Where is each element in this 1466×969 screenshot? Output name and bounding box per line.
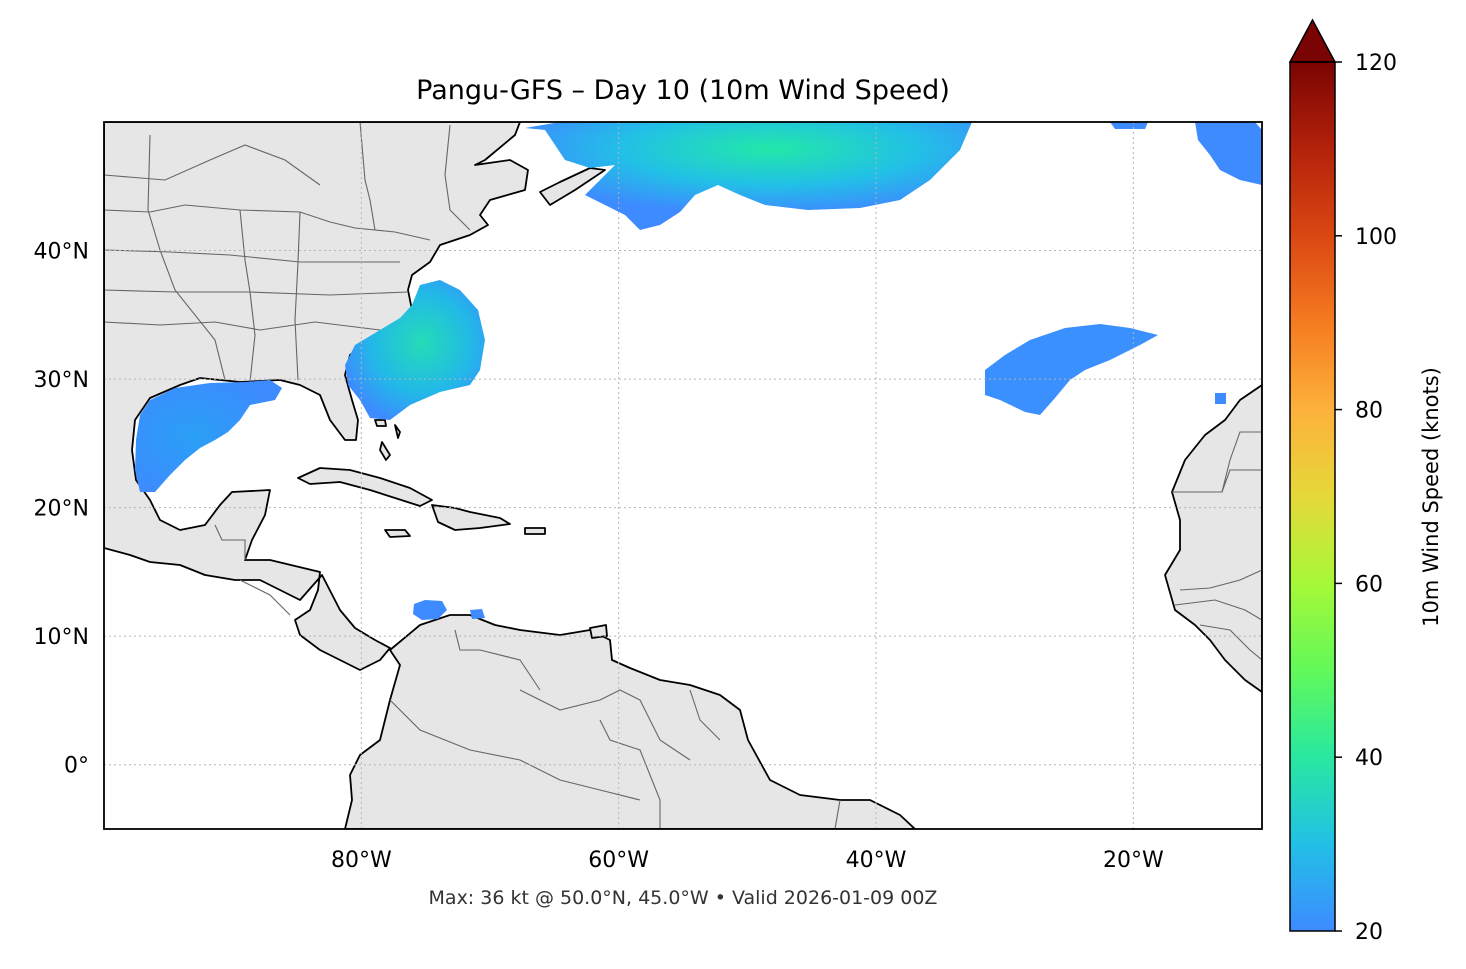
x-tick-label: 20°W — [1103, 848, 1164, 873]
colorbar-tick-label: 60 — [1355, 572, 1383, 597]
colorbar: 20 40 60 80 100 120 10m Wind Speed (knots) — [1288, 18, 1443, 945]
y-tick-label: 0° — [64, 754, 89, 779]
y-tick-label: 30°N — [34, 368, 89, 393]
land-cuba — [297, 467, 433, 507]
y-tick-label: 40°N — [34, 240, 89, 265]
wind-region-central-atlantic — [985, 324, 1158, 415]
wind-region-north-atlantic — [525, 122, 972, 230]
colorbar-label: 10m Wind Speed (knots) — [1419, 367, 1443, 627]
y-tick-label: 20°N — [34, 497, 89, 522]
land-jamaica — [384, 529, 411, 538]
x-tick-label: 40°W — [846, 848, 907, 873]
map-area — [104, 122, 1262, 829]
land-hispaniola — [431, 504, 511, 531]
y-axis-ticks: 40°N 30°N 20°N 10°N 0° — [34, 240, 89, 779]
colorbar-ticks: 20 40 60 80 100 120 — [1335, 51, 1397, 945]
y-tick-label: 10°N — [34, 625, 89, 650]
wind-speed-layer — [135, 122, 1262, 620]
colorbar-tick-label: 80 — [1355, 399, 1383, 424]
map-frame — [103, 121, 1263, 830]
colorbar-extend-arrow — [1288, 18, 1337, 63]
colorbar-frame — [1289, 61, 1336, 932]
borders-layer — [104, 122, 1262, 829]
colorbar-tick-label: 20 — [1355, 920, 1383, 945]
land-nova-scotia — [539, 167, 606, 206]
wind-region-northeast-patch — [1110, 122, 1148, 129]
wind-region-caribbean-small — [470, 609, 485, 619]
chart-title: Pangu-GFS – Day 10 (10m Wind Speed) — [416, 75, 950, 106]
x-tick-label: 80°W — [331, 848, 392, 873]
colorbar-tick-label: 40 — [1355, 746, 1383, 771]
colorbar-tick-label: 100 — [1355, 225, 1397, 250]
x-tick-label: 60°W — [588, 848, 649, 873]
footer-info: Max: 36 kt @ 50.0°N, 45.0°W • Valid 2026… — [429, 887, 938, 909]
land-bahamas — [374, 419, 401, 461]
wind-region-caribbean-south — [413, 600, 447, 620]
land-puerto-rico — [524, 527, 546, 535]
land-africa — [1164, 384, 1262, 693]
colorbar-gradient — [1290, 62, 1335, 931]
colorbar-tick-label: 120 — [1355, 51, 1397, 76]
wind-region-us-east-coast — [345, 280, 485, 420]
land-trinidad — [589, 624, 608, 639]
gridlines — [104, 122, 1262, 829]
wind-region-northeast-atlantic — [1195, 122, 1262, 185]
wind-region-gulf-of-mexico — [135, 380, 282, 492]
wind-region-azores-dot — [1215, 393, 1226, 404]
x-axis-ticks: 80°W 60°W 40°W 20°W — [331, 848, 1164, 873]
land-north-america — [104, 122, 529, 671]
